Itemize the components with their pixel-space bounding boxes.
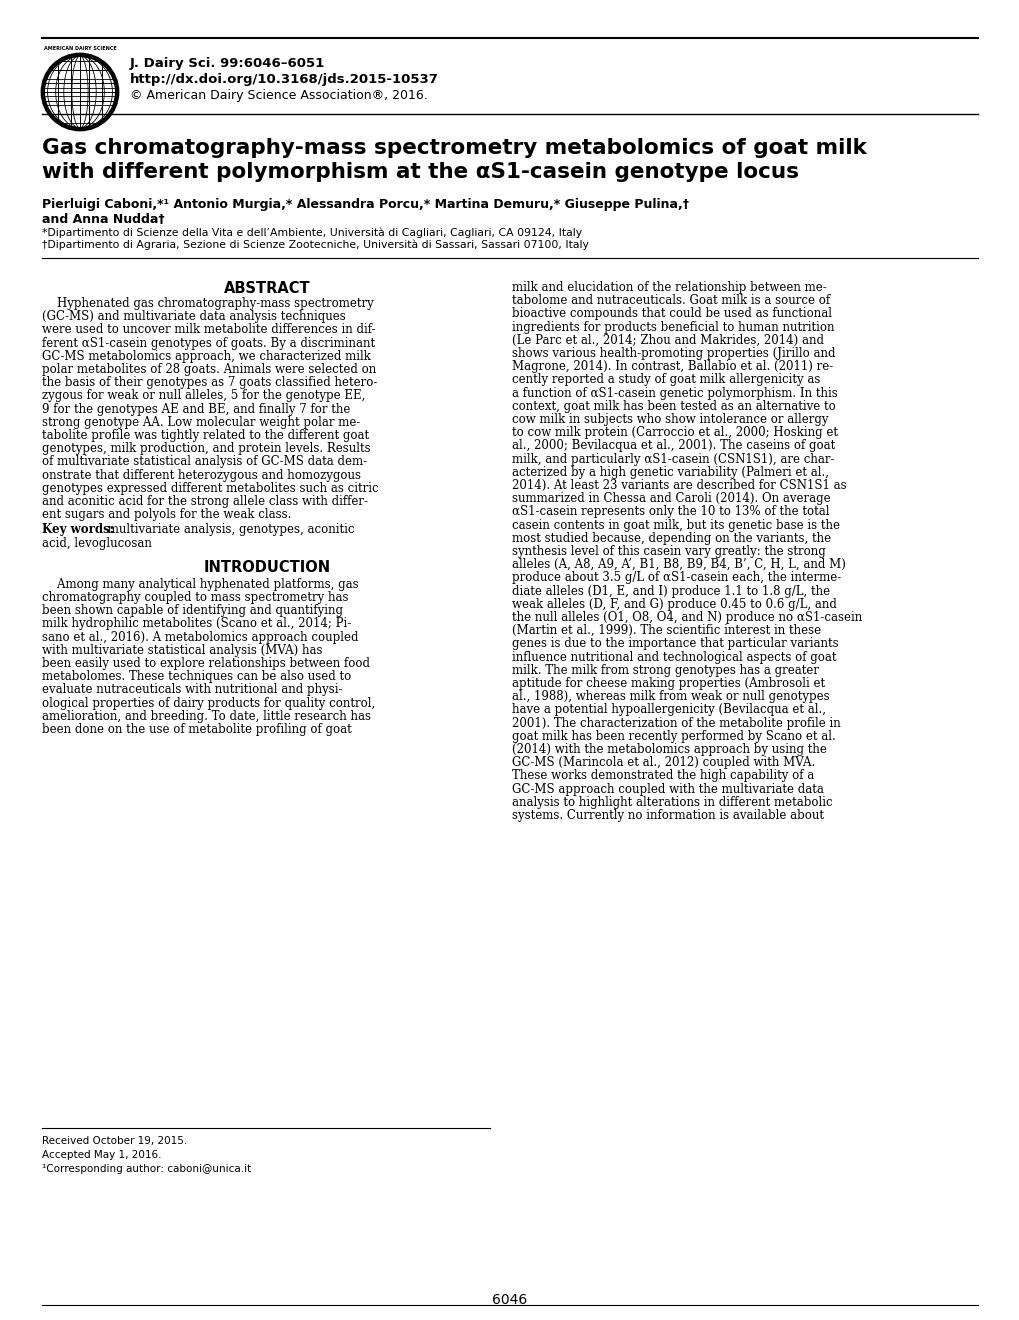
Text: produce about 3.5 g/L of αS1-casein each, the interme-: produce about 3.5 g/L of αS1-casein each… <box>512 572 841 585</box>
Text: shows various health-promoting properties (Jirillo and: shows various health-promoting propertie… <box>512 347 835 360</box>
Text: amelioration, and breeding. To date, little research has: amelioration, and breeding. To date, lit… <box>42 710 371 723</box>
Text: †Dipartimento di Agraria, Sezione di Scienze Zootecniche, Università di Sassari,: †Dipartimento di Agraria, Sezione di Sci… <box>42 240 588 251</box>
Text: Key words:: Key words: <box>42 524 114 536</box>
Text: polar metabolites of 28 goats. Animals were selected on: polar metabolites of 28 goats. Animals w… <box>42 363 376 376</box>
Text: ABSTRACT: ABSTRACT <box>223 281 310 296</box>
Text: sano et al., 2016). A metabolomics approach coupled: sano et al., 2016). A metabolomics appro… <box>42 631 358 644</box>
Text: milk hydrophilic metabolites (Scano et al., 2014; Pi-: milk hydrophilic metabolites (Scano et a… <box>42 618 351 631</box>
Text: acterized by a high genetic variability (Palmeri et al.,: acterized by a high genetic variability … <box>512 466 828 479</box>
Text: context, goat milk has been tested as an alternative to: context, goat milk has been tested as an… <box>512 400 835 413</box>
Text: http://dx.doi.org/10.3168/jds.2015-10537: http://dx.doi.org/10.3168/jds.2015-10537 <box>129 73 438 86</box>
Text: evaluate nutraceuticals with nutritional and physi-: evaluate nutraceuticals with nutritional… <box>42 684 342 697</box>
Text: diate alleles (D1, E, and I) produce 1.1 to 1.8 g/L, the: diate alleles (D1, E, and I) produce 1.1… <box>512 585 829 598</box>
Text: alleles (A, A8, A9, A’, B1, B8, B9, B4, B’, C, H, L, and M): alleles (A, A8, A9, A’, B1, B8, B9, B4, … <box>512 558 845 572</box>
Text: ological properties of dairy products for quality control,: ological properties of dairy products fo… <box>42 697 375 710</box>
Text: 9 for the genotypes AE and BE, and finally 7 for the: 9 for the genotypes AE and BE, and final… <box>42 403 351 416</box>
Text: with multivariate statistical analysis (MVA) has: with multivariate statistical analysis (… <box>42 644 322 657</box>
Text: cow milk in subjects who show intolerance or allergy: cow milk in subjects who show intoleranc… <box>512 413 827 426</box>
Text: genotypes expressed different metabolites such as citric: genotypes expressed different metabolite… <box>42 482 378 495</box>
Text: zygous for weak or null alleles, 5 for the genotype EE,: zygous for weak or null alleles, 5 for t… <box>42 389 365 403</box>
Text: milk and elucidation of the relationship between me-: milk and elucidation of the relationship… <box>512 281 826 294</box>
Text: (GC-MS) and multivariate data analysis techniques: (GC-MS) and multivariate data analysis t… <box>42 310 345 323</box>
Text: (2014) with the metabolomics approach by using the: (2014) with the metabolomics approach by… <box>512 743 826 756</box>
Text: have a potential hypoallergenicity (Bevilacqua et al.,: have a potential hypoallergenicity (Bevi… <box>512 704 825 717</box>
Text: onstrate that different heterozygous and homozygous: onstrate that different heterozygous and… <box>42 469 361 482</box>
Text: the basis of their genotypes as 7 goats classified hetero-: the basis of their genotypes as 7 goats … <box>42 376 377 389</box>
Text: *Dipartimento di Scienze della Vita e dell’Ambiente, Università di Cagliari, Cag: *Dipartimento di Scienze della Vita e de… <box>42 228 582 239</box>
Text: 6046: 6046 <box>492 1294 527 1307</box>
Text: to cow milk protein (Carroccio et al., 2000; Hosking et: to cow milk protein (Carroccio et al., 2… <box>512 426 838 440</box>
Text: a function of αS1-casein genetic polymorphism. In this: a function of αS1-casein genetic polymor… <box>512 387 837 400</box>
Text: tabolome and nutraceuticals. Goat milk is a source of: tabolome and nutraceuticals. Goat milk i… <box>512 294 829 308</box>
Text: These works demonstrated the high capability of a: These works demonstrated the high capabi… <box>512 770 813 783</box>
Text: chromatography coupled to mass spectrometry has: chromatography coupled to mass spectrome… <box>42 591 348 605</box>
Text: were used to uncover milk metabolite differences in dif-: were used to uncover milk metabolite dif… <box>42 323 375 337</box>
Text: al., 2000; Bevilacqua et al., 2001). The caseins of goat: al., 2000; Bevilacqua et al., 2001). The… <box>512 440 835 453</box>
Text: milk, and particularly αS1-casein (CSN1S1), are char-: milk, and particularly αS1-casein (CSN1S… <box>512 453 834 466</box>
Text: metabolomes. These techniques can be also used to: metabolomes. These techniques can be als… <box>42 671 351 684</box>
Text: multivariate analysis, genotypes, aconitic: multivariate analysis, genotypes, aconit… <box>104 524 355 536</box>
Text: casein contents in goat milk, but its genetic base is the: casein contents in goat milk, but its ge… <box>512 519 840 532</box>
Text: the null alleles (O1, O8, O4, and N) produce no αS1-casein: the null alleles (O1, O8, O4, and N) pro… <box>512 611 861 624</box>
Text: GC-MS approach coupled with the multivariate data: GC-MS approach coupled with the multivar… <box>512 783 823 796</box>
Text: most studied because, depending on the variants, the: most studied because, depending on the v… <box>512 532 830 545</box>
Text: cently reported a study of goat milk allergenicity as: cently reported a study of goat milk all… <box>512 374 819 387</box>
Text: acid, levoglucosan: acid, levoglucosan <box>42 537 152 549</box>
Text: genes is due to the importance that particular variants: genes is due to the importance that part… <box>512 638 838 651</box>
Text: with different polymorphism at the αS1-casein genotype locus: with different polymorphism at the αS1-c… <box>42 162 798 182</box>
Text: ¹Corresponding author: caboni@unica.it: ¹Corresponding author: caboni@unica.it <box>42 1164 251 1173</box>
Text: GC-MS (Marincola et al., 2012) coupled with MVA.: GC-MS (Marincola et al., 2012) coupled w… <box>512 756 814 770</box>
Text: goat milk has been recently performed by Scano et al.: goat milk has been recently performed by… <box>512 730 835 743</box>
Text: been shown capable of identifying and quantifying: been shown capable of identifying and qu… <box>42 605 342 618</box>
Text: synthesis level of this casein vary greatly: the strong: synthesis level of this casein vary grea… <box>512 545 825 558</box>
Text: ferent αS1-casein genotypes of goats. By a discriminant: ferent αS1-casein genotypes of goats. By… <box>42 337 375 350</box>
Text: J. Dairy Sci. 99:6046–6051: J. Dairy Sci. 99:6046–6051 <box>129 57 325 70</box>
Text: al., 1988), whereas milk from weak or null genotypes: al., 1988), whereas milk from weak or nu… <box>512 690 828 704</box>
Text: summarized in Chessa and Caroli (2014). On average: summarized in Chessa and Caroli (2014). … <box>512 492 829 506</box>
Text: systems. Currently no information is available about: systems. Currently no information is ava… <box>512 809 823 822</box>
Text: influence nutritional and technological aspects of goat: influence nutritional and technological … <box>512 651 836 664</box>
Text: of multivariate statistical analysis of GC-MS data dem-: of multivariate statistical analysis of … <box>42 455 367 469</box>
Text: (Martin et al., 1999). The scientific interest in these: (Martin et al., 1999). The scientific in… <box>512 624 820 638</box>
Text: Among many analytical hyphenated platforms, gas: Among many analytical hyphenated platfor… <box>42 578 359 591</box>
Text: Magrone, 2014). In contrast, Ballabio et al. (2011) re-: Magrone, 2014). In contrast, Ballabio et… <box>512 360 833 374</box>
Text: AMERICAN DAIRY SCIENCE: AMERICAN DAIRY SCIENCE <box>44 46 116 51</box>
Text: milk. The milk from strong genotypes has a greater: milk. The milk from strong genotypes has… <box>512 664 818 677</box>
Text: © American Dairy Science Association®, 2016.: © American Dairy Science Association®, 2… <box>129 88 427 102</box>
Text: analysis to highlight alterations in different metabolic: analysis to highlight alterations in dif… <box>512 796 832 809</box>
Text: Pierluigi Caboni,*¹ Antonio Murgia,* Alessandra Porcu,* Martina Demuru,* Giusepp: Pierluigi Caboni,*¹ Antonio Murgia,* Ale… <box>42 198 688 211</box>
Text: and aconitic acid for the strong allele class with differ-: and aconitic acid for the strong allele … <box>42 495 368 508</box>
Text: 2001). The characterization of the metabolite profile in: 2001). The characterization of the metab… <box>512 717 840 730</box>
Text: ent sugars and polyols for the weak class.: ent sugars and polyols for the weak clas… <box>42 508 291 521</box>
Text: ingredients for products beneficial to human nutrition: ingredients for products beneficial to h… <box>512 321 834 334</box>
Text: weak alleles (D, F, and G) produce 0.45 to 0.6 g/L, and: weak alleles (D, F, and G) produce 0.45 … <box>512 598 836 611</box>
Text: Hyphenated gas chromatography-mass spectrometry: Hyphenated gas chromatography-mass spect… <box>42 297 373 310</box>
Text: bioactive compounds that could be used as functional: bioactive compounds that could be used a… <box>512 308 832 321</box>
Text: been done on the use of metabolite profiling of goat: been done on the use of metabolite profi… <box>42 723 352 737</box>
Text: Gas chromatography-mass spectrometry metabolomics of goat milk: Gas chromatography-mass spectrometry met… <box>42 139 866 158</box>
Text: (Le Parc et al., 2014; Zhou and Makrides, 2014) and: (Le Parc et al., 2014; Zhou and Makrides… <box>512 334 823 347</box>
Text: been easily used to explore relationships between food: been easily used to explore relationship… <box>42 657 370 671</box>
Text: genotypes, milk production, and protein levels. Results: genotypes, milk production, and protein … <box>42 442 370 455</box>
Text: αS1-casein represents only the 10 to 13% of the total: αS1-casein represents only the 10 to 13%… <box>512 506 828 519</box>
Text: strong genotype AA. Low molecular weight polar me-: strong genotype AA. Low molecular weight… <box>42 416 360 429</box>
Text: aptitude for cheese making properties (Ambrosoli et: aptitude for cheese making properties (A… <box>512 677 824 690</box>
Text: INTRODUCTION: INTRODUCTION <box>203 560 330 574</box>
Text: Accepted May 1, 2016.: Accepted May 1, 2016. <box>42 1150 161 1160</box>
Text: 2014). At least 23 variants are described for CSN1S1 as: 2014). At least 23 variants are describe… <box>512 479 846 492</box>
Text: Received October 19, 2015.: Received October 19, 2015. <box>42 1137 187 1146</box>
Text: and Anna Nudda†: and Anna Nudda† <box>42 213 164 226</box>
Text: tabolite profile was tightly related to the different goat: tabolite profile was tightly related to … <box>42 429 369 442</box>
Text: GC-MS metabolomics approach, we characterized milk: GC-MS metabolomics approach, we characte… <box>42 350 371 363</box>
